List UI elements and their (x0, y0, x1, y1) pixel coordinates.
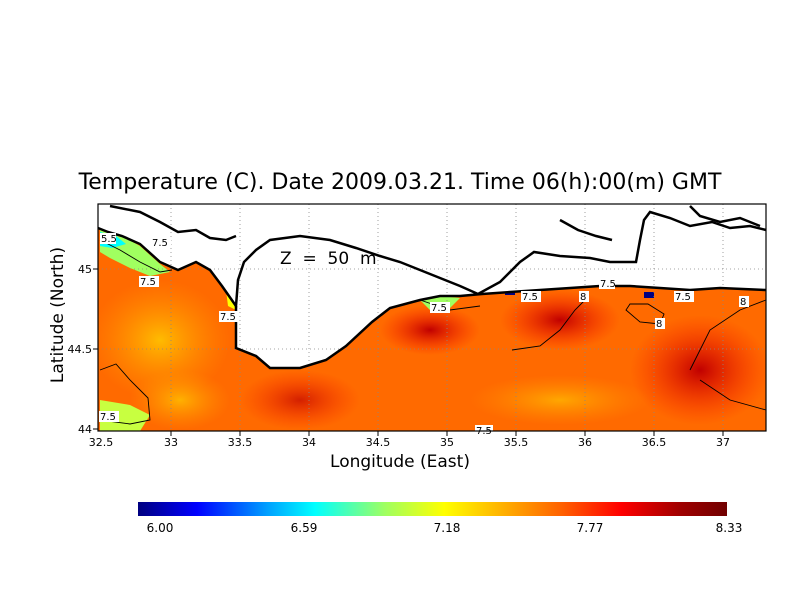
x-tick-label: 34.5 (366, 436, 391, 449)
contour-label: 7.5 (100, 412, 116, 423)
x-tick-label: 35.5 (504, 436, 529, 449)
contour-label: 5.5 (101, 234, 117, 245)
colorbar (138, 502, 727, 516)
contour-label: 8 (740, 297, 746, 308)
x-tick-label: 35 (440, 436, 454, 449)
x-tick-label: 37 (716, 436, 730, 449)
grid-lines (98, 204, 766, 431)
colorbar-label: 6.59 (291, 521, 318, 535)
colorbar-label: 6.00 (147, 521, 174, 535)
coastline-southern (234, 284, 767, 370)
colorbar-label: 8.33 (716, 521, 743, 535)
y-tick-labels: 44 44.5 45 (68, 263, 93, 436)
contour-label: 7.5 (140, 277, 156, 288)
plot-frame (97, 203, 767, 432)
y-tick-label: 44.5 (68, 343, 93, 356)
contour-label: 7.5 (220, 312, 236, 323)
contour-label: 7.5 (152, 238, 168, 249)
contour-label: 7.5 (600, 279, 616, 290)
chart-title: Temperature (C). Date 2009.03.21. Time 0… (78, 170, 722, 195)
temperature-field (98, 204, 766, 431)
contour-label: 7.5 (522, 292, 538, 303)
contour-label: 8 (580, 292, 586, 303)
coastline (97, 210, 767, 310)
y-axis-label: Latitude (North) (48, 246, 68, 384)
depth-label: Z = 50 m (280, 249, 377, 269)
contour-label: 7.5 (431, 303, 447, 314)
contour-label: 7.5 (675, 292, 691, 303)
x-tick-label: 32.5 (89, 436, 114, 449)
y-tick-label: 44 (78, 423, 92, 436)
tick-marks (93, 268, 724, 436)
x-tick-label: 34 (302, 436, 316, 449)
y-tick-label: 45 (78, 263, 92, 276)
colorbar-label: 7.77 (577, 521, 604, 535)
x-tick-label: 36.5 (642, 436, 667, 449)
x-tick-label: 36 (578, 436, 592, 449)
colorbar-label: 7.18 (434, 521, 461, 535)
x-tick-label: 33.5 (228, 436, 253, 449)
contour-label: 8 (656, 319, 662, 330)
x-tick-labels: 32.5 33 33.5 34 34.5 35 35.5 36 36.5 37 (89, 436, 730, 449)
contour-labels: 5.5 7.5 7.5 7.5 7.5 7.5 7.5 7.5 7.5 7.5 … (99, 233, 749, 437)
x-axis-label: Longitude (East) (330, 452, 470, 472)
x-tick-label: 33 (164, 436, 178, 449)
colorbar-labels: 6.00 6.59 7.18 7.77 8.33 (147, 521, 743, 535)
